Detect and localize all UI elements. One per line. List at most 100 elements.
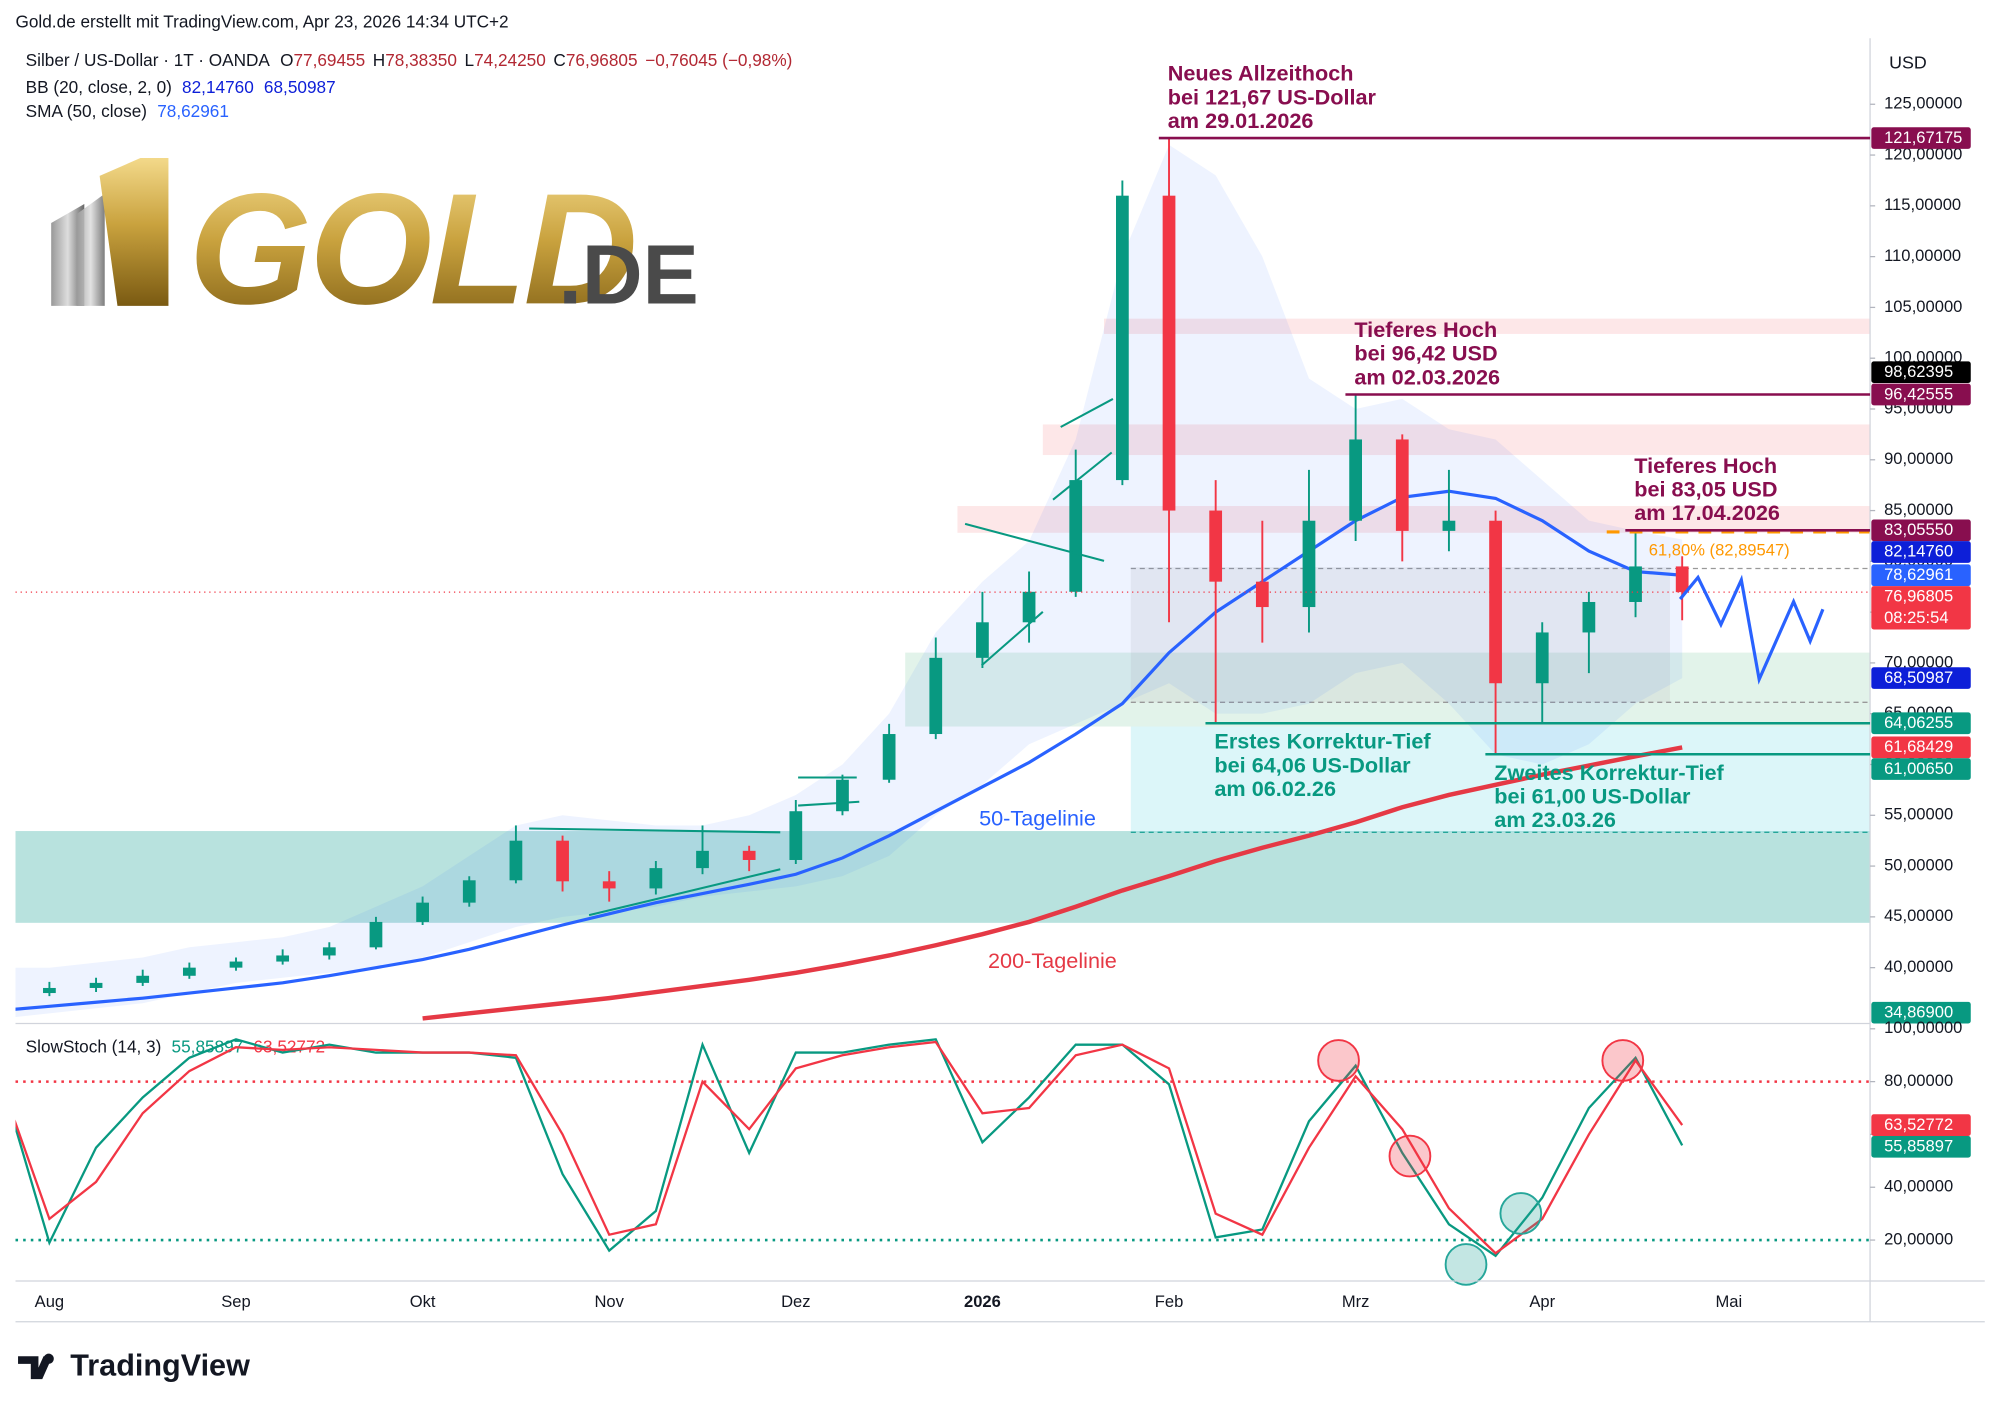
candle-body <box>322 947 336 956</box>
candle-body <box>462 880 476 903</box>
annotation-text: Tieferes Hoch <box>1634 453 1777 478</box>
zone <box>905 652 1871 727</box>
candle-body <box>1209 510 1223 582</box>
y-tick-label: 20,00000 <box>1884 1229 1953 1248</box>
signal-circle <box>1317 1039 1360 1082</box>
y-tick-label: 45,00000 <box>1884 906 1953 925</box>
candle-body <box>43 987 56 994</box>
candle-body <box>1629 566 1642 602</box>
candle-body <box>229 961 243 968</box>
countdown: 08:25:54 <box>1884 608 1948 627</box>
candle-body <box>89 982 103 988</box>
annotation-text: bei 61,00 US-Dollar <box>1494 783 1691 808</box>
price-label-box <box>1871 383 1971 406</box>
candle-body <box>1489 520 1502 684</box>
candle-body <box>1675 566 1689 593</box>
trend-line <box>529 827 781 834</box>
signal-circle <box>1499 1192 1543 1235</box>
ohlc-key: C <box>553 50 565 70</box>
annotation-text: Neues Allzeithoch <box>1168 61 1354 86</box>
ohlc-value: 74,24250 <box>474 50 546 70</box>
bands-layer <box>15 144 1683 1018</box>
x-tick-label: 2026 <box>964 1292 1001 1311</box>
candle-body <box>649 868 663 889</box>
legend-sma: SMA (50, close) <box>26 101 147 121</box>
candle-body <box>696 850 709 869</box>
y-tick-label: 85,00000 <box>1884 500 1953 519</box>
price-label: 121,67175 <box>1884 128 1962 147</box>
trend-line <box>980 611 1044 667</box>
candle-body <box>416 902 429 922</box>
price-label: 76,96805 <box>1884 587 1953 606</box>
price-label: 61,00650 <box>1884 759 1953 778</box>
price-label-box <box>1871 519 1971 542</box>
currency: USD <box>1889 52 1927 72</box>
legend-bb: BB (20, close, 2, 0) <box>26 76 172 96</box>
fib-label: 61,80% (82,89547) <box>1649 540 1790 559</box>
y-tick-label: 90,00000 <box>1884 449 1953 468</box>
price-label: 64,06255 <box>1884 713 1953 732</box>
pattern-lines <box>529 398 1114 917</box>
trend-line <box>798 800 860 807</box>
candle-body <box>509 840 523 881</box>
legend-bb-lower: 68,50987 <box>264 76 336 96</box>
zone <box>1130 726 1871 833</box>
ohlc-key: L <box>465 50 475 70</box>
stoch-label: 63,52772 <box>1884 1115 1953 1134</box>
brand: TradingView <box>70 1349 250 1383</box>
bollinger-band <box>15 144 1683 1018</box>
y-tick-label: 115,00000 <box>1884 195 1961 214</box>
x-tick-label: Sep <box>221 1292 250 1311</box>
footer: TradingView <box>18 1349 250 1383</box>
price-label: 34,86900 <box>1884 1002 1953 1021</box>
x-tick-label: Aug <box>35 1292 64 1311</box>
price-label: 98,62395 <box>1884 362 1953 381</box>
ohlc-key: O <box>280 50 293 70</box>
x-tick-label: Mai <box>1715 1292 1742 1311</box>
legend-change: −0,76045 (−0,98%) <box>645 50 792 70</box>
candle-body <box>182 967 196 976</box>
logo-bar <box>76 193 105 306</box>
price-label-box <box>1871 1001 1971 1024</box>
signal-circle <box>1444 1243 1488 1286</box>
price-label-box <box>1871 586 1971 630</box>
sma200-label: 200-Tagelinie <box>988 948 1117 973</box>
candle-body <box>369 921 383 948</box>
sma50-label: 50-Tagelinie <box>979 805 1096 830</box>
annotation-text: am 29.01.2026 <box>1168 108 1314 133</box>
candle-body <box>742 850 756 860</box>
stoch-circles <box>1317 1039 1645 1286</box>
signal-circle <box>1601 1039 1645 1082</box>
price-label: 83,05550 <box>1884 520 1953 539</box>
price-label-box <box>1871 564 1971 587</box>
y-tick-label: 105,00000 <box>1884 297 1962 316</box>
trend-line <box>1052 451 1113 501</box>
price-label: 61,68429 <box>1884 737 1953 756</box>
logo: GOLD .DE <box>51 158 699 337</box>
x-tick-label: Dez <box>781 1292 810 1311</box>
candle-body <box>1395 439 1409 531</box>
candle-body <box>556 840 569 882</box>
stoch-label-box <box>1871 1135 1971 1158</box>
stoch-label: 55,85897 <box>1884 1137 1953 1156</box>
price-label: 96,42555 <box>1884 384 1953 403</box>
annotation-text: am 17.04.2026 <box>1634 500 1780 525</box>
y-tick-label: 40,00000 <box>1884 1177 1953 1196</box>
y-tick-label: 55,00000 <box>1884 805 1953 824</box>
stoch-d-value: 63,52772 <box>253 1036 325 1056</box>
candle-body <box>1022 591 1036 623</box>
price-label: 78,62961 <box>1884 565 1953 584</box>
price-label-box <box>1871 361 1971 384</box>
legend-sma-line: SMA (50, close) 78,62961 <box>26 101 229 121</box>
moving-average <box>422 745 1683 1021</box>
zone <box>1130 567 1670 703</box>
logo-suffix: .DE <box>558 227 698 321</box>
legend-bb-upper: 82,14760 <box>182 76 254 96</box>
resistance-zone <box>1104 318 1871 334</box>
candle-body <box>882 734 896 780</box>
header-text: Gold.de erstellt mit TradingView.com, Ap… <box>15 11 508 31</box>
